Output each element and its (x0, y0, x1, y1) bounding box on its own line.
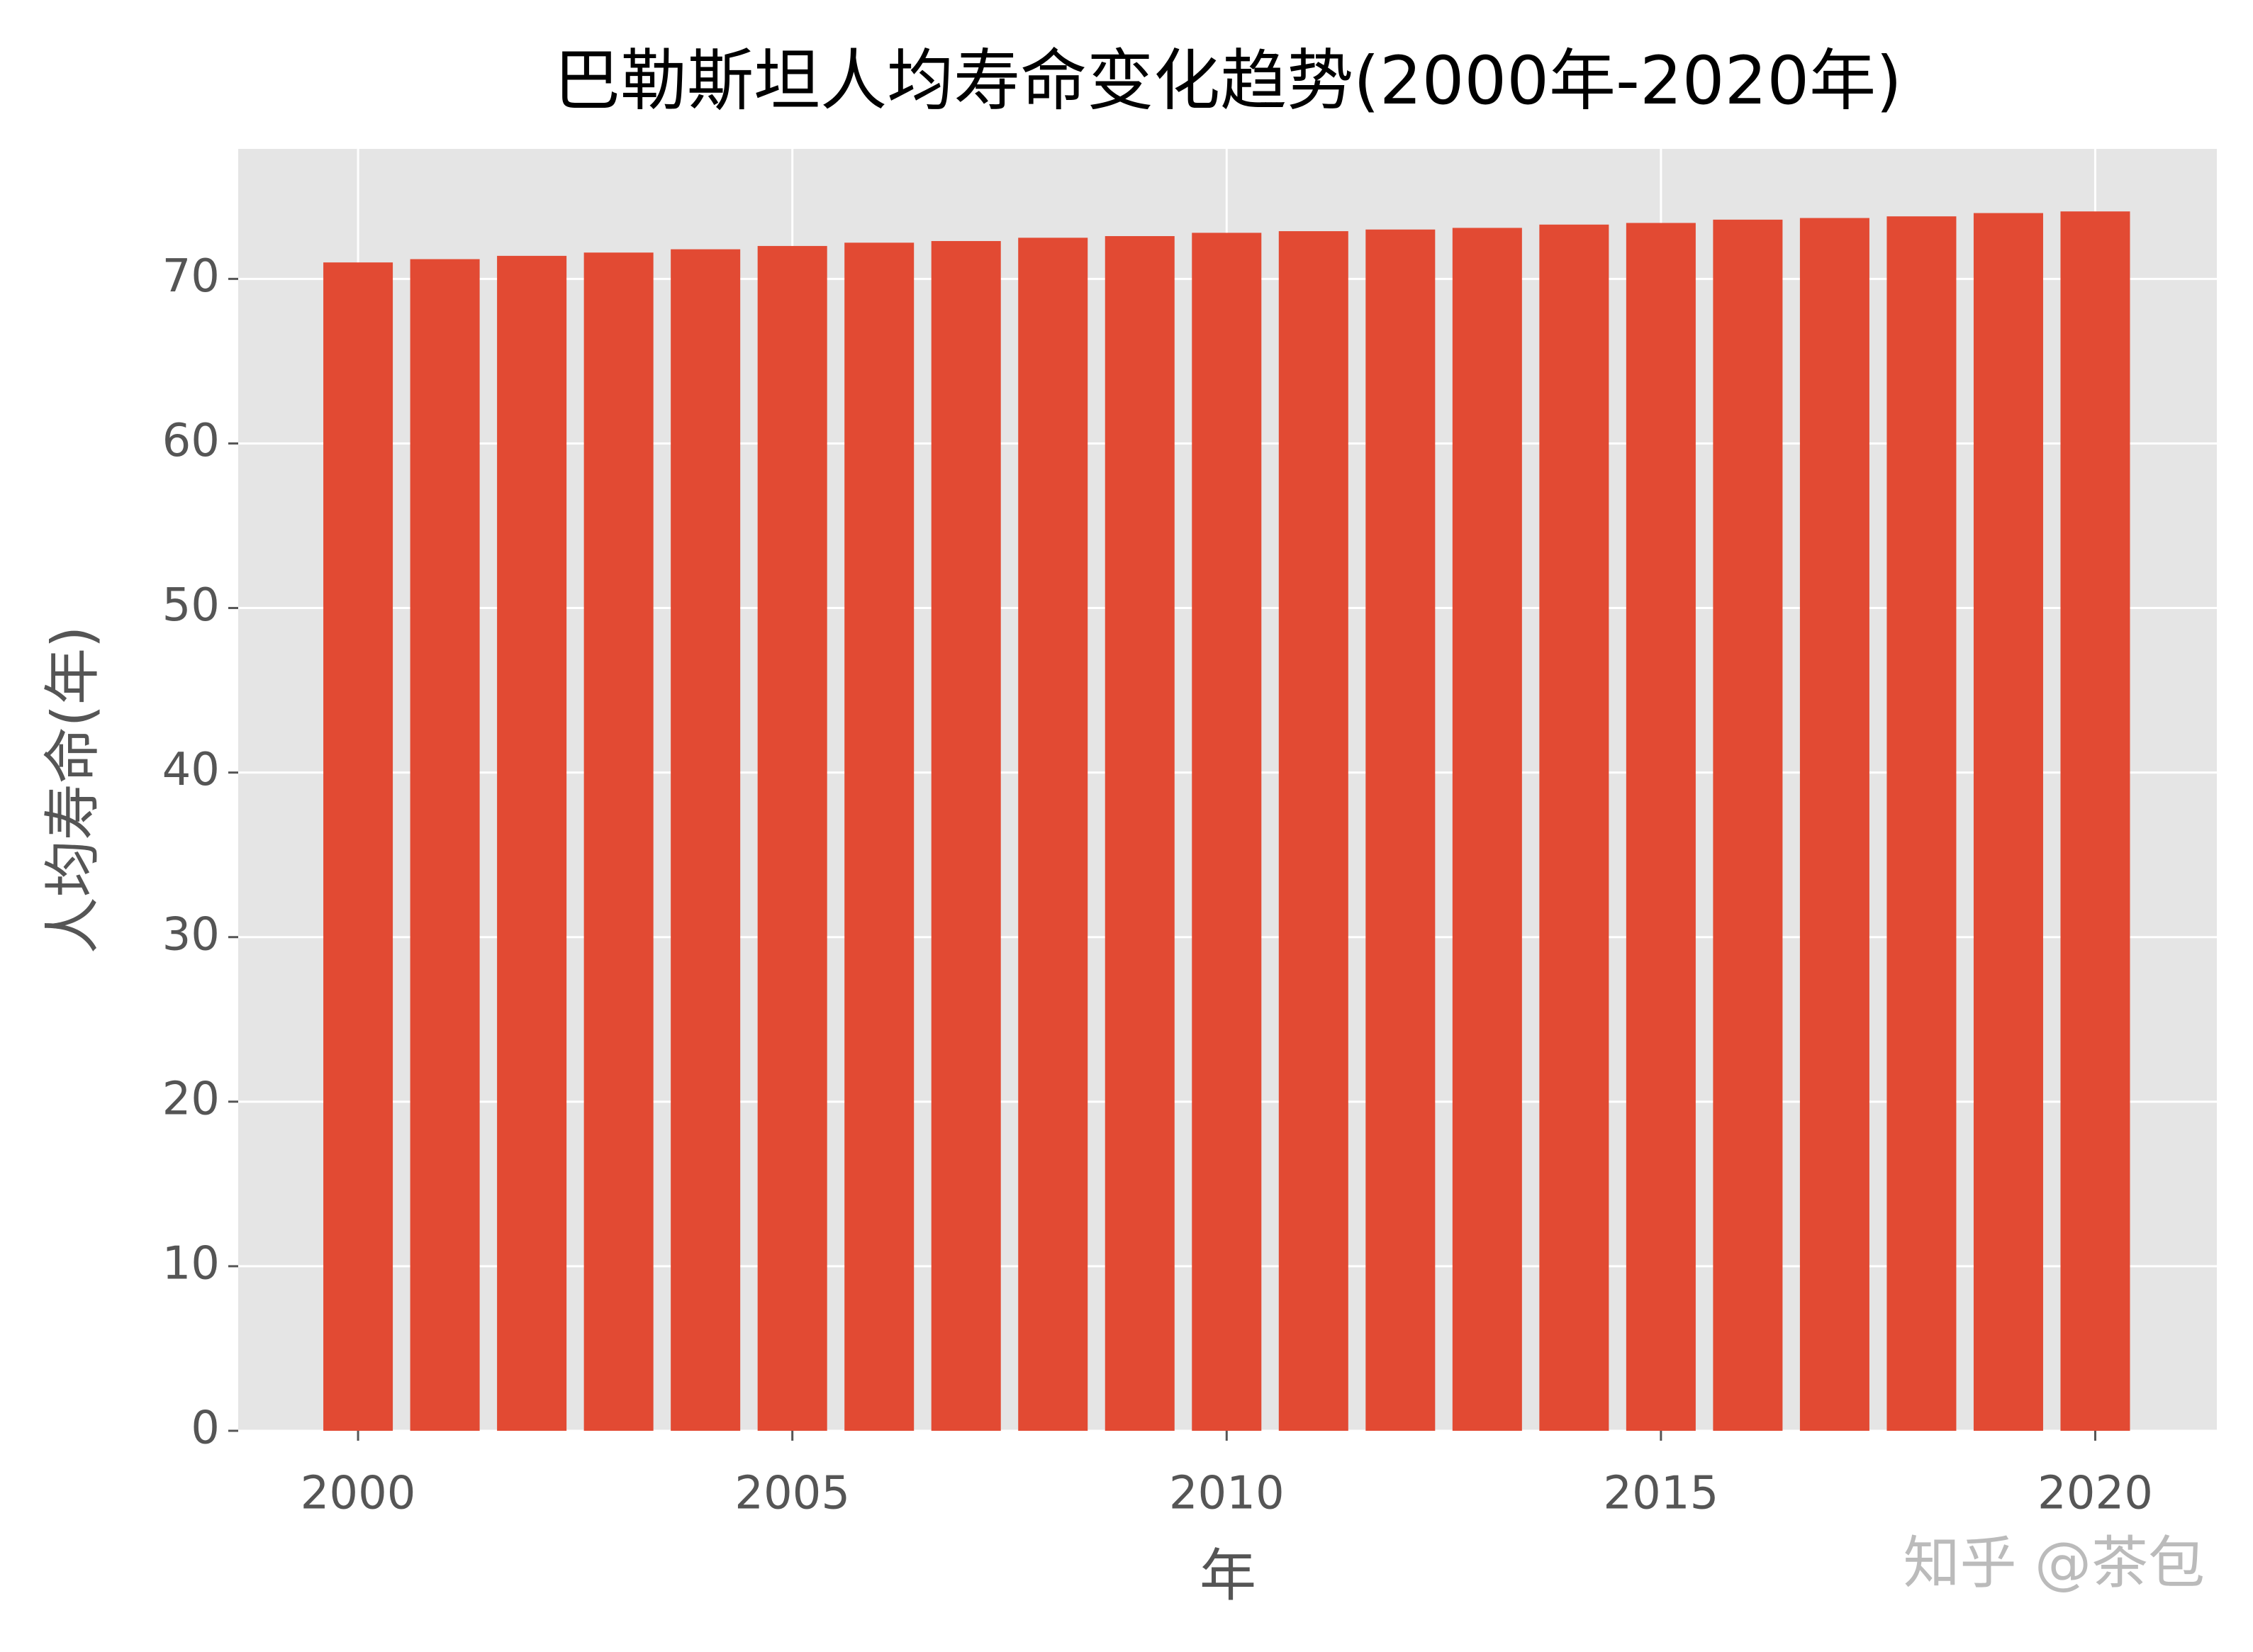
bar (1626, 223, 1696, 1431)
y-tick-label: 30 (162, 908, 220, 961)
watermark: 知乎 @茶包 (1903, 1530, 2205, 1596)
x-axis-label: 年 (1200, 1543, 1256, 1609)
bar (1713, 219, 1783, 1431)
x-tick-label: 2005 (734, 1468, 850, 1520)
bar (757, 245, 827, 1431)
chart-title: 巴勒斯坦人均寿命变化趋势(2000年-2020年) (554, 43, 1902, 120)
bar (1452, 228, 1522, 1431)
y-tick-label: 40 (162, 744, 220, 796)
y-tick-label: 60 (162, 415, 220, 467)
y-tick-label: 70 (162, 250, 220, 303)
y-tick-label: 50 (162, 579, 220, 632)
bar (671, 249, 741, 1431)
bar (1886, 216, 1957, 1431)
bar (323, 262, 393, 1431)
bar (1365, 229, 1436, 1431)
bar (410, 259, 480, 1431)
bar (1105, 236, 1175, 1431)
x-tick-label: 2000 (301, 1468, 416, 1520)
bar (1192, 233, 1262, 1431)
bar (844, 242, 915, 1431)
y-tick-label: 10 (162, 1237, 220, 1290)
bar (1539, 224, 1609, 1431)
x-tick-label: 2020 (2037, 1468, 2153, 1520)
bar (2060, 211, 2130, 1431)
y-tick-label: 0 (191, 1402, 220, 1455)
bar (583, 252, 654, 1431)
bar (1278, 231, 1348, 1431)
y-axis-label: 人均寿命(年) (40, 626, 106, 954)
bar (1799, 218, 1869, 1431)
bar (1018, 238, 1088, 1431)
bar (1973, 213, 2043, 1431)
bar (497, 255, 567, 1431)
x-tick-label: 2010 (1169, 1468, 1285, 1520)
x-tick-label: 2015 (1603, 1468, 1718, 1520)
bar (931, 240, 1001, 1431)
y-tick-label: 20 (162, 1073, 220, 1125)
